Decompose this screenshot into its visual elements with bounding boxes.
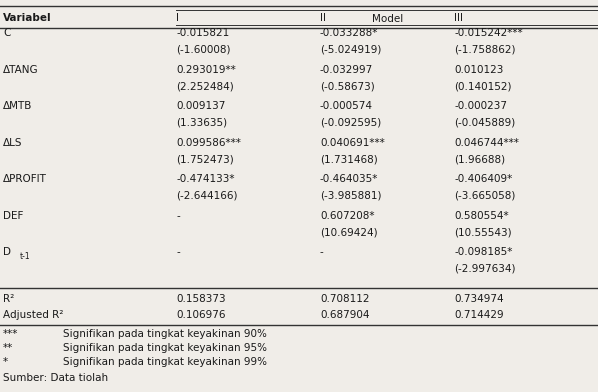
Text: (10.55543): (10.55543) <box>454 227 512 237</box>
Text: DEF: DEF <box>3 211 23 221</box>
Text: t-1: t-1 <box>20 252 30 261</box>
Text: ΔTANG: ΔTANG <box>3 65 39 75</box>
Text: II: II <box>320 13 326 24</box>
Text: D: D <box>3 247 11 257</box>
Text: 0.106976: 0.106976 <box>176 310 226 320</box>
Text: ***: *** <box>3 329 19 339</box>
Text: -0.000574: -0.000574 <box>320 101 373 111</box>
Text: (-1.758862): (-1.758862) <box>454 45 516 55</box>
Text: Model: Model <box>371 14 403 24</box>
Text: -0.474133*: -0.474133* <box>176 174 235 184</box>
Text: ΔLS: ΔLS <box>3 138 23 148</box>
Text: Sumber: Data tiolah: Sumber: Data tiolah <box>3 373 108 383</box>
Text: (-0.045889): (-0.045889) <box>454 118 515 128</box>
Text: -0.406409*: -0.406409* <box>454 174 512 184</box>
Text: 0.607208*: 0.607208* <box>320 211 374 221</box>
Text: -0.032997: -0.032997 <box>320 65 373 75</box>
Text: (-3.985881): (-3.985881) <box>320 191 382 201</box>
Text: (1.33635): (1.33635) <box>176 118 227 128</box>
Text: 0.580554*: 0.580554* <box>454 211 509 221</box>
Text: III: III <box>454 13 463 24</box>
Text: 0.099586***: 0.099586*** <box>176 138 241 148</box>
Text: (-0.58673): (-0.58673) <box>320 81 375 91</box>
Text: -0.000237: -0.000237 <box>454 101 508 111</box>
Text: Variabel: Variabel <box>3 13 51 24</box>
Text: Signifikan pada tingkat keyakinan 99%: Signifikan pada tingkat keyakinan 99% <box>63 357 267 367</box>
Text: **: ** <box>3 343 13 353</box>
Text: 0.708112: 0.708112 <box>320 294 370 304</box>
Text: 0.158373: 0.158373 <box>176 294 226 304</box>
Text: (-1.60008): (-1.60008) <box>176 45 231 55</box>
Text: (1.731468): (1.731468) <box>320 154 378 164</box>
Text: Signifikan pada tingkat keyakinan 95%: Signifikan pada tingkat keyakinan 95% <box>63 343 267 353</box>
Text: 0.046744***: 0.046744*** <box>454 138 519 148</box>
Text: C: C <box>3 28 10 38</box>
Text: 0.293019**: 0.293019** <box>176 65 236 75</box>
Text: -: - <box>176 211 180 221</box>
Text: 0.734974: 0.734974 <box>454 294 504 304</box>
Text: ΔMTB: ΔMTB <box>3 101 32 111</box>
Text: 0.040691***: 0.040691*** <box>320 138 385 148</box>
Text: (-2.997634): (-2.997634) <box>454 263 516 274</box>
Text: (0.140152): (0.140152) <box>454 81 512 91</box>
Text: (-3.665058): (-3.665058) <box>454 191 516 201</box>
Text: 0.009137: 0.009137 <box>176 101 226 111</box>
Text: (10.69424): (10.69424) <box>320 227 377 237</box>
Text: 0.687904: 0.687904 <box>320 310 370 320</box>
Text: -0.033288*: -0.033288* <box>320 28 379 38</box>
Text: -0.464035*: -0.464035* <box>320 174 379 184</box>
Text: ΔPROFIT: ΔPROFIT <box>3 174 47 184</box>
Text: I: I <box>176 13 179 24</box>
Text: 0.714429: 0.714429 <box>454 310 504 320</box>
Text: Adjusted R²: Adjusted R² <box>3 310 63 320</box>
Text: -0.015821: -0.015821 <box>176 28 230 38</box>
Text: *: * <box>3 357 8 367</box>
Text: (-5.024919): (-5.024919) <box>320 45 382 55</box>
Text: R²: R² <box>3 294 14 304</box>
Text: (2.252484): (2.252484) <box>176 81 234 91</box>
Text: -0.015242***: -0.015242*** <box>454 28 523 38</box>
Text: -: - <box>176 247 180 257</box>
Text: 0.010123: 0.010123 <box>454 65 504 75</box>
Text: (-2.644166): (-2.644166) <box>176 191 238 201</box>
Text: Signifikan pada tingkat keyakinan 90%: Signifikan pada tingkat keyakinan 90% <box>63 329 267 339</box>
Text: -0.098185*: -0.098185* <box>454 247 513 257</box>
Text: (1.96688): (1.96688) <box>454 154 505 164</box>
Text: (-0.092595): (-0.092595) <box>320 118 381 128</box>
Text: -: - <box>320 247 324 257</box>
Text: (1.752473): (1.752473) <box>176 154 234 164</box>
